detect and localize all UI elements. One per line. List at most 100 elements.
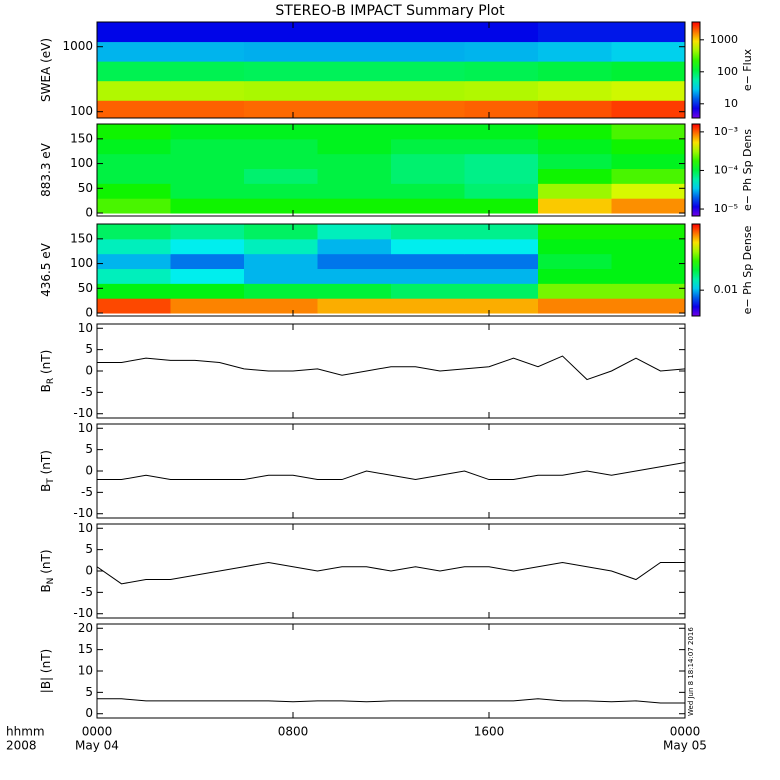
heat-cell	[97, 168, 171, 184]
heat-cell	[611, 298, 685, 314]
heat-cell	[464, 41, 539, 62]
y-tick-label: -5	[81, 585, 93, 599]
heat-cell	[97, 41, 171, 62]
heat-cell	[611, 153, 685, 170]
heat-cell	[244, 238, 318, 255]
heat-cell	[317, 124, 392, 140]
y-tick-label: 5	[85, 442, 93, 456]
heat-cell	[391, 124, 465, 140]
colorbar-tick-label: 1000	[710, 33, 738, 46]
heat-cell	[97, 224, 171, 240]
heat-cell	[97, 298, 171, 314]
colorbar-label: e− Ph Sp Dens	[741, 129, 754, 211]
y-tick-label: 5	[85, 342, 93, 356]
heat-cell	[611, 80, 685, 101]
heat-cell	[244, 183, 318, 199]
heat-cell	[317, 298, 392, 314]
heat-cell	[244, 138, 318, 155]
y-tick-label: 100	[70, 104, 93, 118]
y-tick-label: 10	[78, 664, 93, 678]
heat-cell	[538, 224, 612, 240]
heat-cell	[391, 153, 465, 170]
y-axis-label: SWEA (eV)	[39, 38, 53, 102]
heat-cell	[464, 100, 539, 118]
heat-cell	[97, 124, 171, 140]
heat-cell	[538, 138, 612, 155]
heat-cell	[464, 253, 539, 270]
heat-cell	[391, 253, 465, 270]
heat-cell	[97, 253, 171, 270]
y-label-main: B	[39, 484, 53, 492]
heat-cell	[170, 124, 245, 140]
heat-cell	[611, 268, 685, 284]
heat-cell	[391, 138, 465, 155]
panel	[97, 698, 685, 704]
heat-cell	[538, 268, 612, 284]
heat-cell	[611, 138, 685, 155]
y-tick-label: 10	[78, 421, 93, 435]
data-line	[97, 698, 685, 704]
heat-cell	[391, 100, 465, 118]
y-tick-label: -10	[73, 406, 93, 420]
heat-cell	[317, 224, 392, 240]
heat-cell	[170, 168, 245, 184]
y-label-sub: R	[46, 378, 56, 384]
colorbar-tick-label: 0.01	[714, 283, 739, 296]
heat-cell	[317, 238, 392, 255]
heat-cell	[391, 198, 465, 214]
heat-cell	[391, 224, 465, 240]
heat-cell	[538, 183, 612, 199]
heat-cell	[244, 253, 318, 270]
heat-cell	[170, 100, 245, 118]
y-tick-label: -10	[73, 606, 93, 620]
timestamp: Wed Jun 8 18:14:07 2016	[687, 627, 695, 716]
heat-cell	[464, 124, 539, 140]
x-date-label: May 05	[663, 739, 707, 753]
heat-cell	[611, 22, 685, 43]
heat-cell	[97, 138, 171, 155]
heat-cell	[244, 80, 318, 101]
y-tick-label: -5	[81, 485, 93, 499]
colorbar	[691, 123, 701, 217]
colorbar-tick-label: 10	[724, 97, 738, 110]
chart-title: STEREO-B IMPACT Summary Plot	[275, 3, 505, 19]
heat-cell	[170, 298, 245, 314]
y-axis-label: BN (nT)	[39, 549, 56, 592]
heat-cell	[538, 100, 612, 118]
heat-cell	[244, 283, 318, 299]
heat-cell	[611, 224, 685, 240]
heat-cell	[244, 124, 318, 140]
x-tick-label: 0000	[82, 725, 113, 739]
heat-cell	[317, 253, 392, 270]
heat-cell	[170, 224, 245, 240]
panel	[97, 22, 685, 118]
y-tick-label: 150	[70, 231, 93, 245]
y-axis-label: 436.5 eV	[39, 242, 53, 297]
heat-cell	[611, 238, 685, 255]
heat-cell	[391, 41, 465, 62]
heat-cell	[97, 183, 171, 199]
heat-cell	[170, 22, 245, 43]
heat-cell	[244, 61, 318, 82]
panel-frame	[96, 223, 686, 317]
heat-cell	[97, 198, 171, 214]
heat-cell	[170, 283, 245, 299]
heat-cell	[611, 183, 685, 199]
heat-cell	[244, 268, 318, 284]
y-tick-label: 10	[78, 521, 93, 535]
data-line	[97, 561, 685, 585]
heat-cell	[464, 80, 539, 101]
heat-cell	[391, 22, 465, 43]
y-tick-label: 5	[85, 542, 93, 556]
heat-cell	[464, 268, 539, 284]
heat-cell	[464, 168, 539, 184]
heat-cell	[170, 183, 245, 199]
colorbar-label: e− Ph Sp Dense	[741, 225, 754, 314]
heat-cell	[317, 268, 392, 284]
heat-cell	[244, 22, 318, 43]
heat-cell	[391, 80, 465, 101]
colorbar-tick-label: 10⁻⁵	[714, 202, 738, 215]
heat-cell	[464, 183, 539, 199]
y-tick-label: 0	[85, 364, 93, 378]
y-tick-label: 50	[78, 181, 93, 195]
